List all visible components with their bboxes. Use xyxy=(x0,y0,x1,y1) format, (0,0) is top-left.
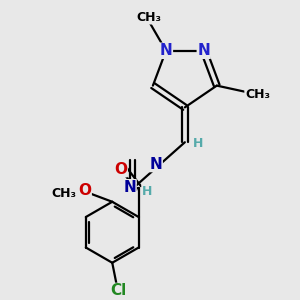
Text: N: N xyxy=(160,43,172,58)
Text: N: N xyxy=(149,157,162,172)
Text: H: H xyxy=(142,185,152,198)
Text: H: H xyxy=(193,137,203,150)
Text: N: N xyxy=(123,180,136,195)
Text: O: O xyxy=(78,183,91,198)
Text: CH₃: CH₃ xyxy=(136,11,161,24)
Text: O: O xyxy=(114,162,127,177)
Text: Cl: Cl xyxy=(110,284,126,298)
Text: CH₃: CH₃ xyxy=(52,187,77,200)
Text: CH₃: CH₃ xyxy=(245,88,270,101)
Text: N: N xyxy=(197,43,210,58)
